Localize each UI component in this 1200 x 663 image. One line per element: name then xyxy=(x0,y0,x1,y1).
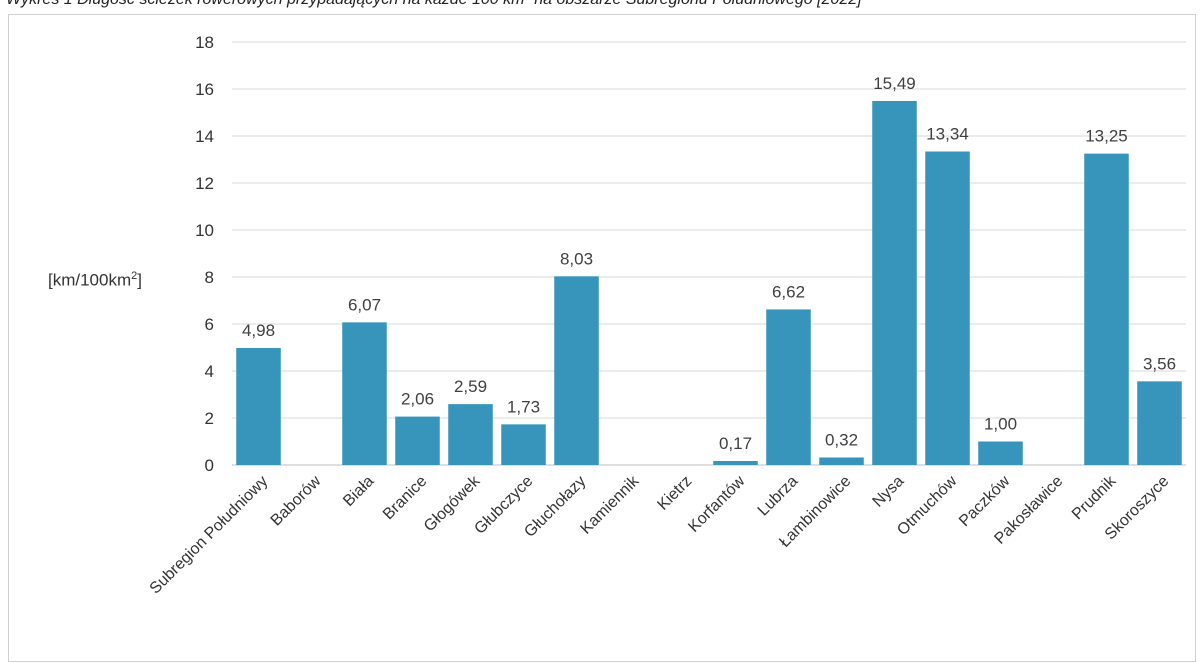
y-tick-label: 2 xyxy=(205,409,214,428)
x-tick-label: Prudnik xyxy=(1069,472,1120,523)
bar xyxy=(236,347,281,465)
data-label: 13,34 xyxy=(926,125,969,144)
data-label: 2,59 xyxy=(454,377,487,396)
data-label: 6,62 xyxy=(772,282,805,301)
data-label: 2,06 xyxy=(401,390,434,409)
y-tick-label: 6 xyxy=(205,315,214,334)
x-tick-label: Biała xyxy=(340,473,377,510)
data-label: 0,17 xyxy=(719,434,752,453)
y-axis-label-superscript: 2 xyxy=(131,270,138,282)
bar xyxy=(978,441,1023,465)
data-label: 0,32 xyxy=(825,430,858,449)
bar xyxy=(1137,381,1182,465)
data-label: 13,25 xyxy=(1085,127,1128,146)
y-tick-label: 10 xyxy=(195,221,214,240)
x-tick-label: Nysa xyxy=(870,473,908,511)
x-tick-label: Korfantów xyxy=(685,472,748,535)
y-tick-label: 4 xyxy=(205,362,214,381)
x-tick-label: Branice xyxy=(380,473,430,523)
data-label: 8,03 xyxy=(560,249,593,268)
data-label: 3,56 xyxy=(1143,354,1176,373)
data-label: 1,73 xyxy=(507,397,540,416)
bar xyxy=(342,322,387,465)
y-tick-label: 0 xyxy=(205,456,214,475)
bar xyxy=(1084,153,1129,465)
data-label: 1,00 xyxy=(984,415,1017,434)
x-tick-label: Kietrz xyxy=(654,473,695,514)
bar xyxy=(872,100,917,466)
bar xyxy=(713,461,758,465)
y-tick-label: 8 xyxy=(205,268,214,287)
y-tick-label: 18 xyxy=(195,33,214,52)
chart-frame xyxy=(8,14,1196,662)
bar xyxy=(501,424,546,465)
x-tick-label: Lubrza xyxy=(755,473,802,520)
y-axis-label: [km/100km2] xyxy=(48,270,142,291)
bar xyxy=(554,276,599,465)
bar xyxy=(819,457,864,465)
y-tick-label: 14 xyxy=(195,127,214,146)
y-tick-label: 12 xyxy=(195,174,214,193)
data-label: 4,98 xyxy=(242,321,275,340)
y-tick-label: 16 xyxy=(195,80,214,99)
y-axis-label-end: ] xyxy=(137,270,142,290)
bar xyxy=(766,309,811,465)
data-label: 15,49 xyxy=(873,74,916,93)
bar xyxy=(925,151,970,465)
x-tick-label: Baborów xyxy=(268,472,325,529)
data-label: 6,07 xyxy=(348,295,381,314)
y-axis-label-main: [km/100km xyxy=(48,270,132,290)
x-tick-label: Kamiennik xyxy=(577,472,643,538)
x-tick-label: Subregion Południowy xyxy=(147,473,272,598)
bar xyxy=(448,404,493,465)
chart-title: Wykres 1 Długość ścieżek rowerowych przy… xyxy=(6,0,1196,13)
bar xyxy=(395,416,440,465)
